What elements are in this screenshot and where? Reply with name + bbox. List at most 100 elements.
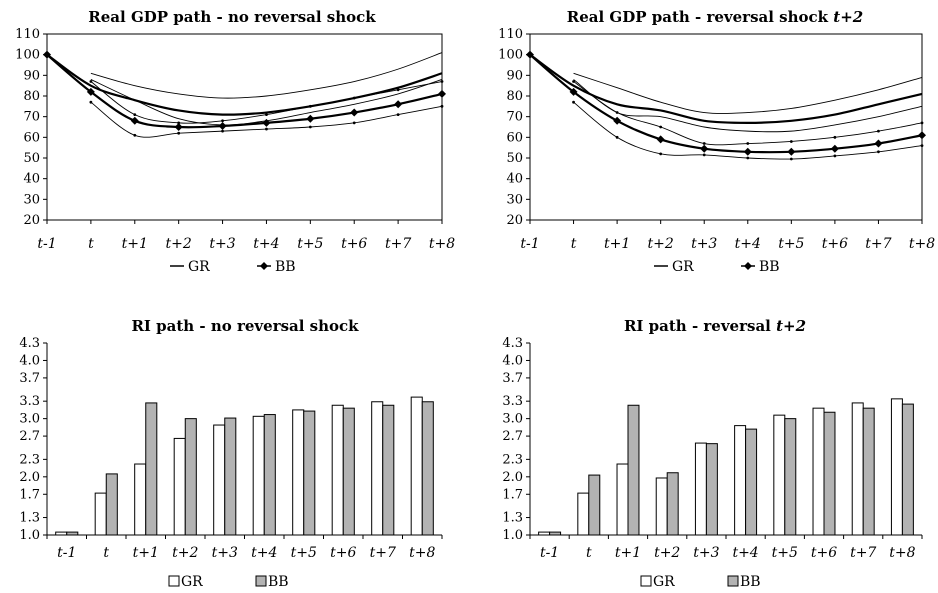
y-tick-label: 2.0	[19, 470, 40, 485]
bar-bb	[145, 402, 158, 536]
bar-gr	[577, 492, 590, 536]
band-point	[177, 121, 181, 125]
x-tick-label: t+1	[133, 545, 159, 561]
series-line-gr	[46, 53, 443, 116]
y-tick-label: 50	[23, 151, 40, 166]
bar-gr	[734, 425, 747, 536]
band-point	[396, 113, 400, 116]
y-tick-label: 70	[506, 110, 523, 125]
band-point	[789, 157, 793, 161]
bar-bb	[745, 428, 758, 536]
series-point-bb	[613, 116, 622, 125]
band-point	[615, 135, 619, 139]
series-point-bb	[526, 50, 534, 59]
legend: GR BB	[170, 259, 296, 275]
y-tick-label: 4.3	[502, 336, 523, 351]
y-axis: 1.0 1.3 1.7 2.0 2.3 2.7 3.0 3.3 3.7 4.0 4.3	[19, 336, 48, 543]
band-point	[659, 125, 663, 129]
x-tick-label: t+5	[772, 545, 798, 561]
series-point-bb	[569, 87, 578, 96]
bar-bb	[588, 474, 601, 536]
legend-gr-swatch	[640, 575, 652, 587]
band-point	[572, 80, 575, 83]
bar-gr	[213, 424, 226, 536]
x-tick-label: t+4	[732, 545, 758, 561]
bar-gr	[134, 463, 147, 536]
y-tick-label: 4.3	[19, 336, 40, 351]
series-point-bb	[306, 114, 315, 123]
x-tick-label: t+8	[409, 545, 435, 561]
x-tick-label: t+5	[291, 545, 317, 561]
series-point-bb	[656, 135, 665, 144]
legend-bb-label: BB	[275, 259, 296, 275]
bar-bb	[421, 401, 434, 536]
x-tick-label: t+4	[251, 545, 277, 561]
y-tick-label: 4.0	[19, 353, 40, 368]
y-tick-label: 2.3	[502, 452, 523, 467]
plot-marks	[55, 396, 434, 536]
x-tick-label: t-1	[37, 236, 56, 252]
bar-gr	[851, 402, 864, 536]
y-tick-label: 80	[23, 89, 40, 104]
y-tick-label: 2.7	[19, 429, 40, 444]
band-point	[702, 153, 706, 157]
bar-bb	[901, 403, 914, 536]
y-tick-label: 1.3	[502, 511, 523, 526]
x-axis: t-1 t t+1 t+2 t+3 t+4 t+5 t+6 t+7 t+8	[520, 220, 935, 252]
series-point-bb	[438, 89, 446, 98]
x-tick-label: t+1	[615, 545, 641, 561]
y-tick-label: 3.3	[19, 394, 40, 409]
x-tick-label: t+2	[648, 236, 674, 252]
y-axis: 1.0 1.3 1.7 2.0 2.3 2.7 3.0 3.3 3.7 4.0 4.3	[502, 336, 531, 543]
x-tick-label: t+3	[212, 545, 238, 561]
y-tick-label: 40	[506, 172, 523, 187]
chart-title: RI path - reversal t+2	[624, 317, 806, 335]
bar-gr	[694, 442, 707, 536]
series-point-bb	[918, 131, 926, 140]
legend-bb-label: BB	[759, 259, 780, 275]
x-tick-label: t+5	[778, 236, 804, 252]
y-tick-label: 2.3	[19, 452, 40, 467]
band-point	[133, 133, 137, 137]
x-tick-label: t+6	[341, 236, 367, 252]
y-tick-label: 30	[506, 192, 523, 207]
x-tick-label: t-1	[57, 545, 76, 561]
chart-title: RI path - no reversal shock	[131, 317, 359, 335]
band-point	[396, 88, 400, 92]
bar-bb	[342, 407, 355, 536]
series-line-gr	[529, 53, 923, 124]
band-point	[572, 100, 575, 104]
series-line-bb	[529, 53, 923, 154]
x-tick-label: t	[586, 545, 592, 561]
legend-bb-swatch	[727, 575, 739, 587]
bar-bb	[862, 407, 875, 536]
bar-bb	[823, 411, 836, 536]
legend: GR BB	[640, 574, 761, 590]
plot-marks	[43, 50, 446, 138]
y-tick-label: 110	[498, 27, 523, 42]
bar-gr	[55, 531, 68, 536]
y-tick-label: 110	[15, 27, 40, 42]
bar-gr	[410, 396, 423, 536]
band-point	[746, 156, 750, 160]
y-tick-label: 1.7	[502, 487, 523, 502]
x-axis: t-1 t t+1 t+2 t+3 t+4 t+5 t+6 t+7 t+8	[529, 534, 923, 561]
plot-frame	[529, 33, 923, 221]
series-point-bb	[394, 100, 403, 109]
y-tick-label: 3.0	[502, 412, 523, 427]
y-tick-label: 1.7	[19, 487, 40, 502]
x-tick-label: t+6	[811, 545, 837, 561]
band-point	[89, 100, 93, 104]
y-tick-label: 2.7	[502, 429, 523, 444]
y-tick-label: 70	[23, 110, 40, 125]
bar-bb	[303, 410, 316, 536]
legend-bb-marker	[744, 262, 752, 270]
bar-gr	[655, 477, 668, 536]
x-tick-label: t+1	[604, 236, 630, 252]
y-tick-label: 60	[23, 130, 40, 145]
band-point	[746, 142, 750, 145]
series-point-bb	[874, 139, 883, 148]
x-tick-label: t+1	[122, 236, 148, 252]
band-point	[877, 150, 880, 154]
series-point-bb	[743, 147, 752, 156]
